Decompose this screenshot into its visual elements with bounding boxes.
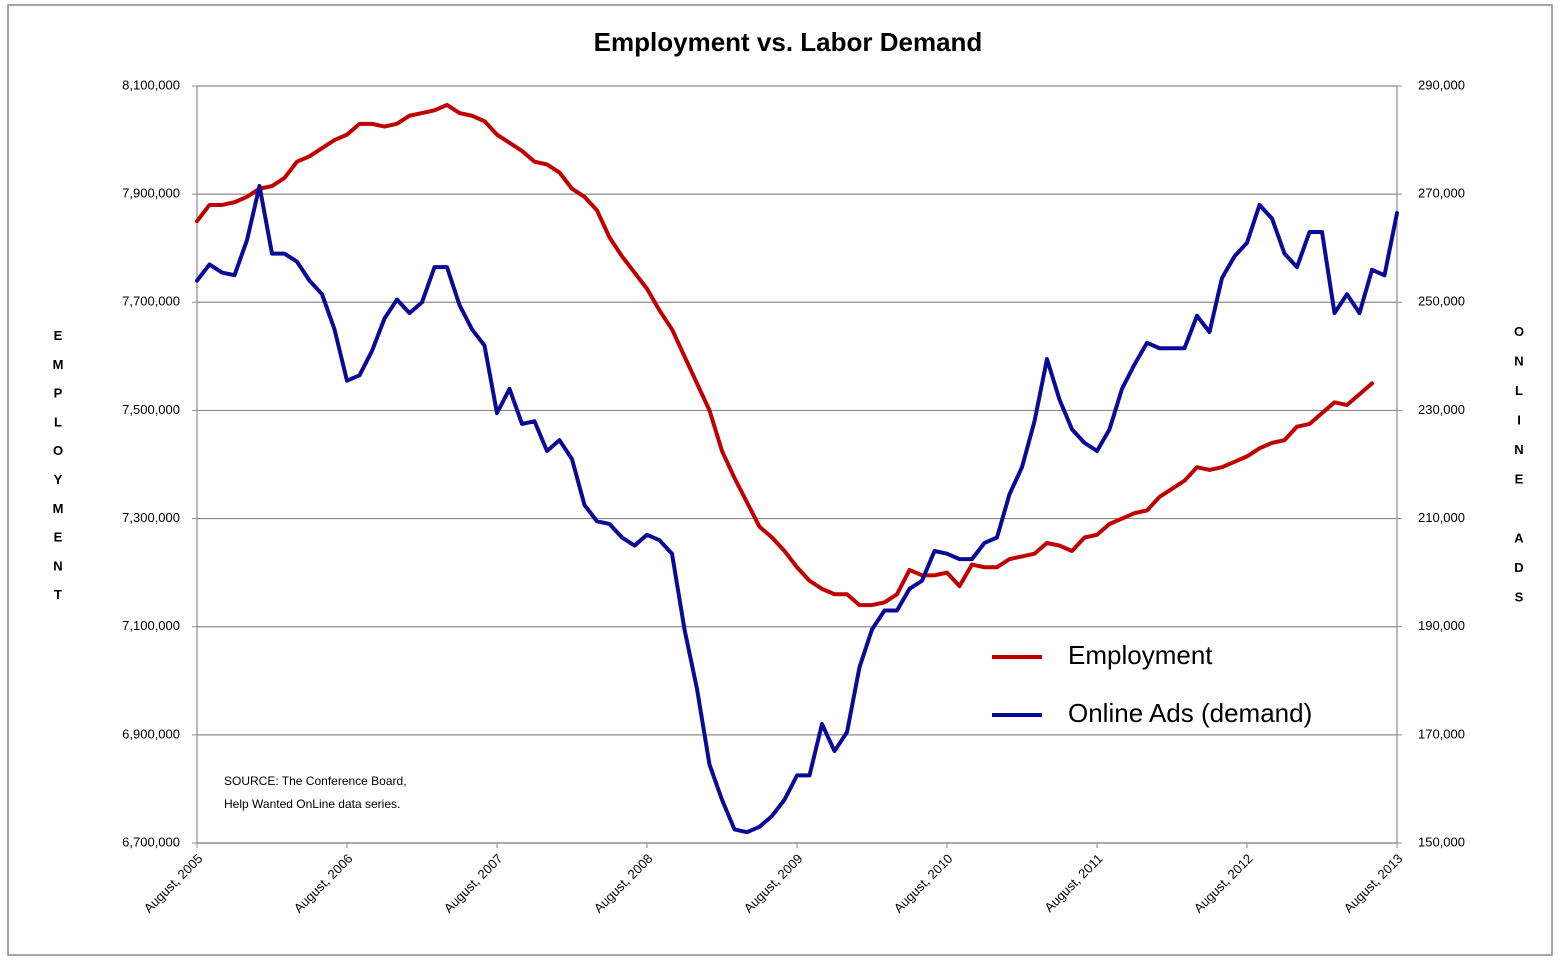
y2-tick-label: 250,000: [1418, 294, 1465, 309]
legend-label: Online Ads (demand): [1068, 698, 1312, 728]
y-tick-label: 7,300,000: [122, 510, 180, 525]
chart-border: [7, 4, 1553, 956]
y2-tick-label: 210,000: [1418, 510, 1465, 525]
source-note: Help Wanted OnLine data series.: [224, 797, 400, 811]
legend-label: Employment: [1068, 640, 1213, 670]
y-tick-label: 7,900,000: [122, 186, 180, 201]
y-tick-label: 7,700,000: [122, 294, 180, 309]
y2-tick-label: 170,000: [1418, 726, 1465, 741]
y-tick-label: 6,700,000: [122, 834, 180, 849]
y2-tick-label: 230,000: [1418, 402, 1465, 417]
y2-tick-label: 190,000: [1418, 618, 1465, 633]
y2-tick-label: 290,000: [1418, 77, 1465, 92]
y2-tick-label: 150,000: [1418, 834, 1465, 849]
series-line: [195, 184, 1399, 835]
source-note: SOURCE: The Conference Board,: [224, 774, 407, 788]
chart-title: Employment vs. Labor Demand: [594, 27, 983, 57]
y-tick-label: 7,500,000: [122, 402, 180, 417]
y-tick-label: 7,100,000: [122, 618, 180, 633]
y-tick-label: 8,100,000: [122, 77, 180, 92]
series-line: [195, 102, 1374, 608]
y2-tick-label: 270,000: [1418, 186, 1465, 201]
y-tick-label: 6,900,000: [122, 726, 180, 741]
